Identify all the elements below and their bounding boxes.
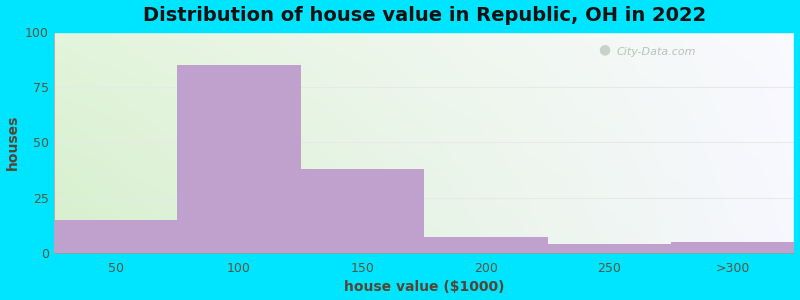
Bar (547, 244, 671, 253)
Text: City-Data.com: City-Data.com (617, 47, 696, 57)
Bar (178, 65, 301, 253)
Bar (424, 237, 547, 253)
Bar (54, 220, 178, 253)
Title: Distribution of house value in Republic, OH in 2022: Distribution of house value in Republic,… (142, 6, 706, 25)
Y-axis label: houses: houses (6, 115, 19, 170)
Bar (301, 169, 424, 253)
Text: ●: ● (598, 43, 610, 57)
X-axis label: house value ($1000): house value ($1000) (344, 280, 504, 294)
Bar (671, 242, 794, 253)
